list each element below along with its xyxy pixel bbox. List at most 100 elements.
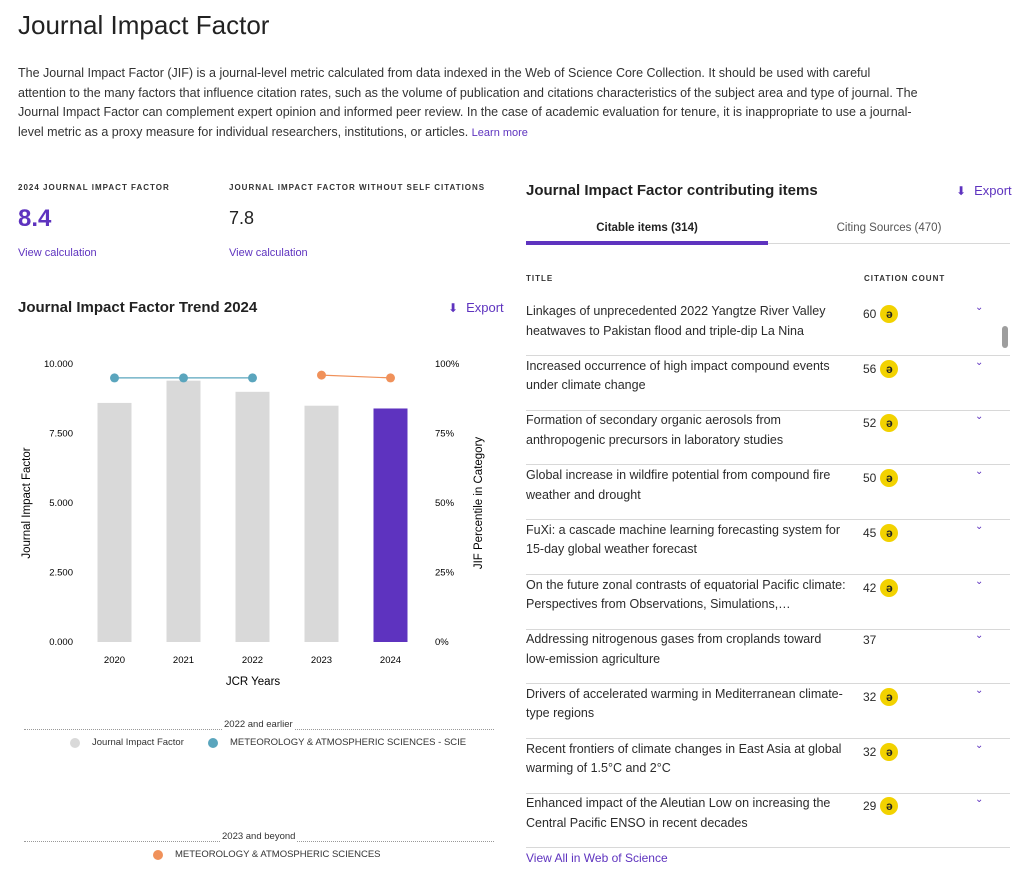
series-point-2-2024[interactable] bbox=[386, 373, 395, 383]
column-header-citation-count[interactable]: CITATION COUNT bbox=[864, 274, 946, 283]
open-access-icon: ə bbox=[880, 578, 899, 597]
series-point-2-2023[interactable] bbox=[317, 370, 326, 380]
column-header-title: TITLE bbox=[526, 274, 554, 283]
open-access-icon: ə bbox=[880, 305, 899, 323]
citation-count: 37 bbox=[863, 633, 876, 647]
y-tick-label: 2.500 bbox=[49, 568, 73, 579]
chevron-down-icon[interactable]: ⌄ bbox=[975, 302, 984, 313]
x-tick-label: 2022 bbox=[242, 655, 263, 666]
page-title: Journal Impact Factor bbox=[18, 10, 270, 40]
open-access-icon: ə bbox=[880, 797, 899, 816]
bar-2024[interactable] bbox=[373, 408, 408, 642]
citation-count-value: 60 bbox=[863, 307, 877, 321]
x-tick-label: 2024 bbox=[380, 655, 401, 666]
chevron-down-icon[interactable]: ⌄ bbox=[975, 466, 984, 478]
contributing-title: Journal Impact Factor contributing items bbox=[526, 182, 818, 199]
item-title[interactable]: Addressing nitrogenous gases from cropla… bbox=[526, 632, 822, 666]
citation-count: 42 ə bbox=[863, 578, 899, 597]
item-title[interactable]: Enhanced impact of the Aleutian Low on i… bbox=[526, 796, 831, 830]
list-item[interactable]: Formation of secondary organic aerosols … bbox=[526, 409, 1010, 466]
citation-count: 45 ə bbox=[863, 523, 899, 542]
legend-label-scie: METEOROLOGY & ATMOSPHERIC SCIENCES - SCI… bbox=[230, 737, 467, 748]
contributing-export-button[interactable]: ⬇ Export bbox=[956, 183, 1012, 198]
jif-view-calculation-link[interactable]: View calculation bbox=[18, 247, 97, 259]
citation-count-value: 52 bbox=[863, 416, 877, 431]
y2-tick-label: 50% bbox=[435, 498, 455, 509]
chevron-down-icon[interactable]: ⌄ bbox=[975, 575, 984, 587]
learn-more-link[interactable]: Learn more bbox=[471, 126, 528, 139]
list-scrollbar[interactable] bbox=[1002, 326, 1008, 348]
citation-count: 56 ə bbox=[863, 359, 899, 378]
y2-axis-title: JIF Percentile in Category bbox=[473, 437, 485, 570]
open-access-icon: ə bbox=[880, 687, 899, 706]
description-text: The Journal Impact Factor (JIF) is a jou… bbox=[18, 66, 918, 139]
bar-2021[interactable] bbox=[166, 380, 201, 642]
citation-count-value: 29 bbox=[863, 799, 877, 814]
trend-export-button[interactable]: ⬇ Export bbox=[448, 300, 504, 315]
y-axis-title: Journal Impact Factor bbox=[21, 447, 33, 558]
citation-count: 29 ə bbox=[863, 797, 899, 816]
list-item[interactable]: Recent frontiers of climate changes in E… bbox=[526, 738, 1010, 794]
jif-without-self-label: JOURNAL IMPACT FACTOR WITHOUT SELF CITAT… bbox=[229, 183, 486, 192]
item-title[interactable]: Recent frontiers of climate changes in E… bbox=[526, 741, 842, 776]
view-all-link[interactable]: View All in Web of Science bbox=[526, 851, 668, 865]
chevron-down-icon[interactable]: ⌄ bbox=[975, 684, 984, 696]
item-title[interactable]: Global increase in wildfire potential fr… bbox=[526, 468, 831, 502]
item-title[interactable]: On the future zonal contrasts of equator… bbox=[526, 577, 846, 612]
tab-citing-sources[interactable]: Citing Sources (470) bbox=[836, 222, 942, 234]
citation-count: 32 ə bbox=[863, 742, 899, 761]
series-point-1-2021[interactable] bbox=[179, 373, 188, 383]
legend-item-jif: Journal Impact Factor bbox=[70, 737, 184, 748]
y2-tick-label: 75% bbox=[435, 429, 455, 440]
jif-label: 2024 JOURNAL IMPACT FACTOR bbox=[18, 183, 170, 192]
bar-2023[interactable] bbox=[304, 405, 339, 642]
citation-count: 32 ə bbox=[863, 687, 899, 706]
series-point-1-2022[interactable] bbox=[248, 373, 257, 383]
list-item[interactable]: Global increase in wildfire potential fr… bbox=[526, 464, 1010, 521]
y2-tick-label: 0% bbox=[435, 637, 449, 648]
jif-without-self-view-calculation-link[interactable]: View calculation bbox=[229, 247, 308, 259]
chevron-down-icon[interactable]: ⌄ bbox=[975, 630, 984, 642]
y2-tick-label: 100% bbox=[435, 359, 460, 370]
jif-without-self-value: 7.8 bbox=[229, 208, 255, 228]
citation-count: 52 ə bbox=[863, 414, 899, 433]
list-item[interactable]: On the future zonal contrasts of equator… bbox=[526, 574, 1010, 630]
open-access-icon: ə bbox=[880, 359, 899, 378]
list-item[interactable]: Addressing nitrogenous gases from cropla… bbox=[526, 628, 1010, 685]
item-title[interactable]: Formation of secondary organic aerosols … bbox=[526, 413, 784, 447]
list-item[interactable]: Enhanced impact of the Aleutian Low on i… bbox=[526, 792, 1010, 849]
trend-chart: 10.000 7.500 5.000 2.500 0.000 100% 75% 50% 25%… bbox=[21, 359, 485, 688]
legend-swatch-jif bbox=[70, 737, 80, 748]
y-tick-label: 5.000 bbox=[49, 498, 73, 509]
legend-item-scie: METEOROLOGY & ATMOSPHERIC SCIENCES - SCI… bbox=[208, 737, 466, 748]
list-item[interactable]: Increased occurrence of high impact comp… bbox=[526, 355, 1010, 411]
legend-label-jif: Journal Impact Factor bbox=[92, 737, 184, 748]
open-access-icon: ə bbox=[880, 523, 899, 542]
x-axis-title: JCR Years bbox=[226, 676, 281, 688]
item-title[interactable]: Linkages of unprecedented 2022 Yangtze R… bbox=[526, 304, 826, 338]
item-title[interactable]: FuXi: a cascade machine learning forecas… bbox=[526, 522, 841, 557]
legend-swatch-scie bbox=[208, 737, 218, 748]
jif-value: 8.4 bbox=[18, 205, 52, 232]
trend-title: Journal Impact Factor Trend 2024 bbox=[18, 299, 258, 316]
tab-active-indicator bbox=[526, 241, 768, 245]
citation-count-value: 50 bbox=[863, 471, 877, 486]
tab-citable-items[interactable]: Citable items (314) bbox=[596, 222, 698, 234]
chevron-down-icon[interactable]: ⌄ bbox=[975, 411, 984, 423]
list-item[interactable]: Drivers of accelerated warming in Medite… bbox=[526, 683, 1010, 739]
citation-count-value: 32 bbox=[863, 744, 877, 759]
list-item[interactable]: Linkages of unprecedented 2022 Yangtze R… bbox=[526, 300, 1010, 356]
open-access-icon: ə bbox=[880, 414, 899, 433]
chevron-down-icon[interactable]: ⌄ bbox=[975, 794, 984, 806]
chevron-down-icon[interactable]: ⌄ bbox=[975, 520, 984, 532]
series-point-1-2020[interactable] bbox=[110, 373, 119, 383]
list-item[interactable]: FuXi: a cascade machine learning forecas… bbox=[526, 519, 1010, 575]
item-title[interactable]: Increased occurrence of high impact comp… bbox=[526, 358, 830, 393]
x-tick-label: 2021 bbox=[173, 655, 194, 666]
bar-2022[interactable] bbox=[235, 391, 270, 642]
legend-swatch-new bbox=[153, 849, 163, 860]
chevron-down-icon[interactable]: ⌄ bbox=[975, 356, 984, 368]
bar-2020[interactable] bbox=[97, 402, 132, 642]
chevron-down-icon[interactable]: ⌄ bbox=[975, 739, 984, 751]
item-title[interactable]: Drivers of accelerated warming in Medite… bbox=[526, 686, 843, 721]
